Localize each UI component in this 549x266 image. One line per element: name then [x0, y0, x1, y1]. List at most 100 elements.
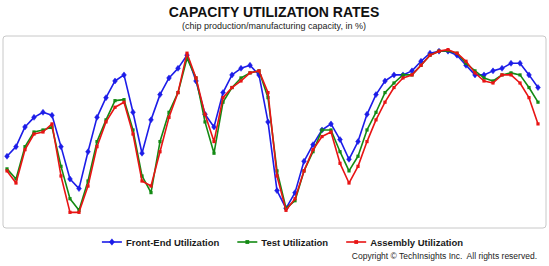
marker: [176, 91, 179, 94]
marker: [401, 73, 404, 76]
marker: [500, 73, 503, 76]
marker: [320, 135, 323, 138]
marker: [338, 162, 341, 165]
marker: [203, 113, 206, 116]
legend-marker: [354, 240, 358, 244]
legend-marker: [109, 239, 114, 245]
marker: [437, 50, 440, 53]
marker: [140, 179, 143, 182]
marker: [356, 155, 359, 158]
marker: [158, 92, 163, 98]
marker: [365, 111, 370, 117]
marker: [5, 169, 8, 172]
marker: [41, 109, 46, 115]
marker: [104, 120, 107, 123]
marker: [212, 124, 217, 130]
marker: [347, 169, 350, 172]
marker: [536, 101, 539, 104]
marker: [230, 72, 235, 78]
marker: [338, 137, 343, 143]
marker: [194, 76, 197, 79]
marker: [284, 209, 287, 212]
marker: [329, 130, 332, 133]
marker: [230, 86, 233, 89]
annotation: Copyright © TechInsights Inc. All rights…: [352, 251, 537, 261]
subtitle: (chip production/manufacturing capacity,…: [182, 21, 366, 31]
title: CAPACITY UTILIZATION RATES: [169, 4, 380, 20]
marker: [149, 191, 152, 194]
marker: [257, 69, 260, 72]
plot-frame: [3, 36, 546, 228]
marker: [86, 149, 91, 155]
marker: [527, 72, 532, 78]
marker: [23, 124, 28, 130]
marker: [500, 65, 505, 71]
marker: [194, 76, 197, 79]
marker: [77, 186, 82, 192]
marker: [68, 176, 73, 182]
marker: [140, 150, 145, 156]
marker: [275, 174, 278, 177]
marker: [365, 128, 368, 131]
marker: [500, 73, 503, 76]
marker: [392, 72, 397, 78]
marker: [329, 121, 334, 127]
marker: [32, 114, 37, 120]
marker: [14, 181, 17, 184]
marker: [311, 148, 314, 151]
marker: [509, 60, 514, 66]
marker: [167, 75, 172, 81]
marker: [212, 140, 215, 143]
marker: [491, 68, 496, 74]
marker: [158, 140, 161, 143]
marker: [374, 118, 377, 121]
marker: [248, 71, 251, 74]
marker: [491, 81, 494, 84]
series-line: [7, 50, 538, 213]
marker: [347, 156, 352, 162]
marker: [248, 71, 251, 74]
page: {"chart_data": {"type": "line", "title":…: [0, 0, 549, 266]
marker: [419, 64, 422, 67]
marker: [212, 152, 215, 155]
marker: [518, 73, 521, 76]
marker: [455, 52, 458, 55]
marker: [473, 71, 476, 74]
marker: [104, 95, 109, 101]
legend-label: Assembly Utilization: [370, 237, 463, 248]
marker: [95, 145, 98, 148]
marker: [392, 86, 395, 89]
marker: [383, 101, 386, 104]
marker: [113, 106, 116, 109]
marker: [356, 139, 361, 145]
marker: [428, 54, 431, 57]
marker: [230, 86, 233, 89]
marker: [149, 184, 152, 187]
marker: [275, 188, 280, 194]
marker: [32, 132, 35, 135]
marker: [446, 48, 449, 51]
marker: [113, 99, 116, 102]
marker: [5, 153, 10, 159]
marker: [176, 91, 179, 94]
marker: [239, 79, 242, 82]
marker: [527, 86, 530, 89]
marker: [86, 184, 89, 187]
legend-marker: [245, 240, 249, 244]
legend-item: Assembly Utilization: [346, 237, 463, 248]
marker: [50, 122, 53, 125]
marker: [374, 92, 379, 98]
marker: [239, 65, 244, 71]
marker: [536, 122, 539, 125]
marker: [410, 73, 413, 76]
marker: [95, 114, 100, 120]
marker: [419, 64, 422, 67]
marker: [383, 78, 388, 84]
marker: [185, 52, 188, 55]
marker: [293, 197, 296, 200]
marker: [428, 54, 431, 57]
marker: [410, 73, 413, 76]
marker: [347, 181, 350, 184]
marker: [59, 144, 64, 150]
marker: [518, 60, 523, 66]
